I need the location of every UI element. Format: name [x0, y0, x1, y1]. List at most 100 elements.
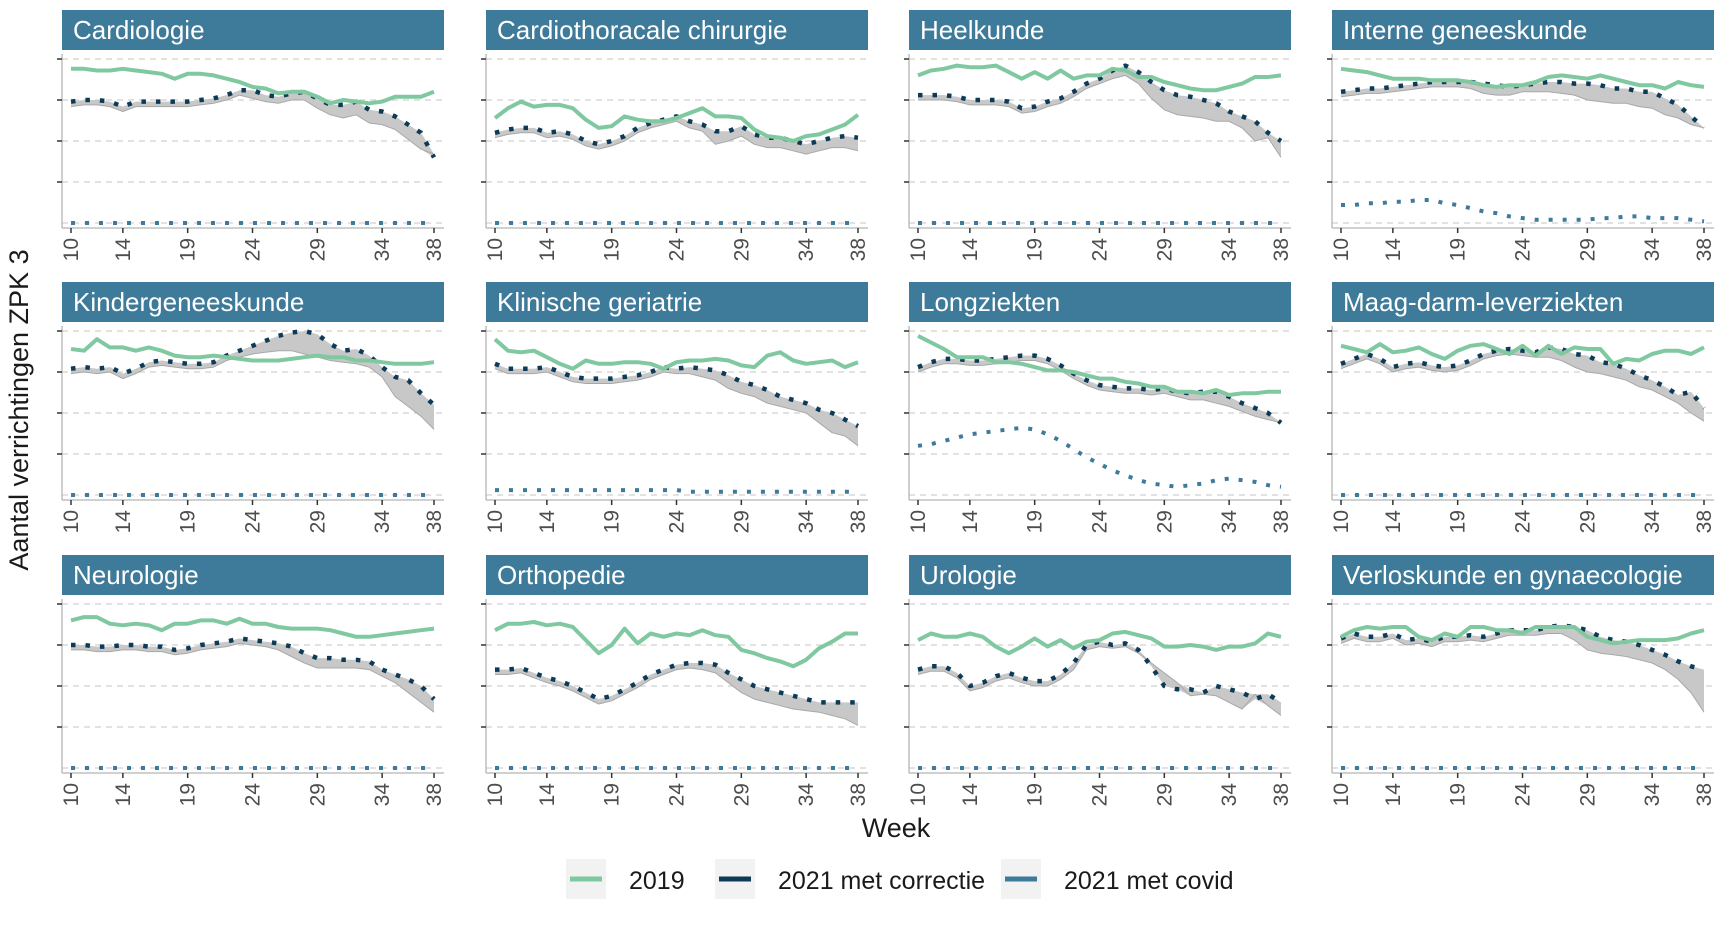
facet-panel: Verloskunde en gynaecologie 10 14 19 24 29 34 3… [1327, 555, 1716, 806]
series-2019 [1340, 66, 1705, 91]
correction-band [495, 116, 858, 155]
x-tick-label: 10 [484, 238, 507, 261]
legend: 2019 2021 met correctie 2021 met covid [566, 859, 1234, 899]
x-tick-label: 10 [484, 783, 507, 806]
x-tick-label: 19 [601, 510, 624, 533]
series-2021-met-correctie [70, 87, 436, 159]
facet-strip [486, 555, 868, 595]
x-tick-label: 29 [1576, 510, 1599, 533]
legend-item: 2021 met covid [1001, 859, 1234, 899]
facet-title: Maag-darm-leverziekten [1343, 287, 1623, 317]
facet-title: Longziekten [920, 287, 1060, 317]
series-2019 [70, 337, 435, 366]
x-tick-label: 38 [1270, 510, 1293, 533]
facet-title: Interne geneeskunde [1343, 15, 1587, 45]
correction-band [71, 90, 434, 158]
series-2019 [917, 63, 1282, 93]
legend-label: 2021 met correctie [778, 867, 985, 895]
facet-title: Neurologie [73, 560, 199, 590]
x-tick-label: 14 [112, 510, 135, 534]
x-axis-label: Week [862, 813, 931, 843]
band-edge-line [1340, 353, 1705, 422]
correction-band [495, 363, 858, 446]
facet-title: Orthopedie [497, 560, 626, 590]
facet-title: Kindergeneeskunde [73, 287, 304, 317]
band-edge-line [70, 94, 435, 155]
x-tick-label: 34 [1218, 510, 1241, 534]
band-edge-line [917, 646, 1282, 716]
series-2019 [493, 99, 860, 143]
facet-title: Cardiologie [73, 15, 205, 45]
x-tick-label: 14 [959, 510, 982, 534]
x-tick-label: 10 [60, 783, 83, 806]
legend-label: 2021 met covid [1064, 867, 1234, 895]
x-tick-label: 19 [177, 510, 200, 533]
x-tick-label: 19 [1024, 783, 1047, 806]
x-tick-label: 34 [371, 510, 394, 534]
correction-band [1341, 82, 1704, 128]
facet-strip [62, 555, 444, 595]
x-tick-label: 19 [177, 783, 200, 806]
series-2021-met-correctie [917, 353, 1283, 425]
x-tick-label: 14 [959, 783, 982, 807]
x-tick-label: 29 [1153, 783, 1176, 806]
facet-panel: Heelkunde 10 14 19 24 29 34 38 [904, 10, 1293, 261]
facet-strip [909, 10, 1291, 50]
x-tick-label: 10 [907, 783, 930, 806]
x-tick-label: 29 [730, 238, 753, 261]
series-2021-met-correctie [1340, 345, 1706, 410]
x-tick-label: 14 [959, 238, 982, 262]
facet-strip [1332, 10, 1714, 50]
series-2019 [493, 337, 859, 371]
band-edge-line [494, 120, 859, 155]
series-2019 [70, 615, 435, 639]
x-tick-label: 14 [536, 238, 559, 262]
facet-panel: Neurologie 10 14 19 24 29 34 38 [57, 555, 446, 806]
x-tick-label: 34 [1218, 238, 1241, 262]
x-tick-label: 14 [1382, 510, 1405, 534]
x-tick-label: 19 [1447, 783, 1470, 806]
facet-title: Cardiothoracale chirurgie [497, 15, 787, 45]
x-tick-label: 29 [730, 510, 753, 533]
series-2021-met-correctie [1340, 79, 1706, 130]
facet-title: Klinische geriatrie [497, 287, 702, 317]
x-tick-label: 38 [1270, 238, 1293, 261]
x-tick-label: 29 [1153, 510, 1176, 533]
x-tick-label: 38 [423, 783, 446, 806]
facet-panel: Klinische geriatrie 10 14 19 24 29 34 38 [481, 282, 870, 533]
x-tick-label: 19 [1447, 238, 1470, 261]
correction-band [495, 663, 858, 726]
y-axis-label: Aantal verrichtingen ZPK 3 [4, 249, 34, 570]
correction-band [918, 355, 1281, 423]
x-tick-label: 34 [795, 238, 818, 262]
series-2019 [1340, 342, 1705, 366]
facet-title: Verloskunde en gynaecologie [1343, 560, 1683, 590]
band-edge-line [918, 74, 1282, 158]
legend-item: 2019 [566, 859, 685, 899]
x-tick-label: 38 [423, 510, 446, 533]
x-tick-label: 38 [1693, 238, 1716, 261]
x-tick-label: 38 [847, 238, 870, 261]
band-edge-line [495, 667, 859, 726]
x-tick-label: 34 [371, 238, 394, 262]
x-tick-label: 10 [907, 238, 930, 261]
facet-panel: Cardiothoracale chirurgie 10 14 19 24 29 34 38 [481, 10, 870, 261]
x-tick-label: 10 [60, 238, 83, 261]
x-tick-label: 38 [847, 783, 870, 806]
series-2021-met-correctie [494, 361, 860, 429]
facet-panel: Longziekten 10 14 19 24 29 34 38 [904, 282, 1293, 533]
x-tick-label: 24 [1512, 238, 1535, 262]
series-2019 [917, 629, 1282, 656]
x-tick-label: 34 [1641, 510, 1664, 534]
x-tick-label: 10 [1330, 238, 1353, 261]
x-tick-label: 19 [1024, 510, 1047, 533]
x-tick-label: 14 [1382, 238, 1405, 262]
x-tick-label: 24 [242, 783, 265, 807]
x-tick-label: 19 [601, 783, 624, 806]
x-tick-label: 24 [666, 238, 689, 262]
series-2019 [917, 334, 1281, 397]
x-tick-label: 29 [306, 783, 329, 806]
x-tick-label: 19 [601, 238, 624, 261]
x-tick-label: 10 [484, 510, 507, 533]
